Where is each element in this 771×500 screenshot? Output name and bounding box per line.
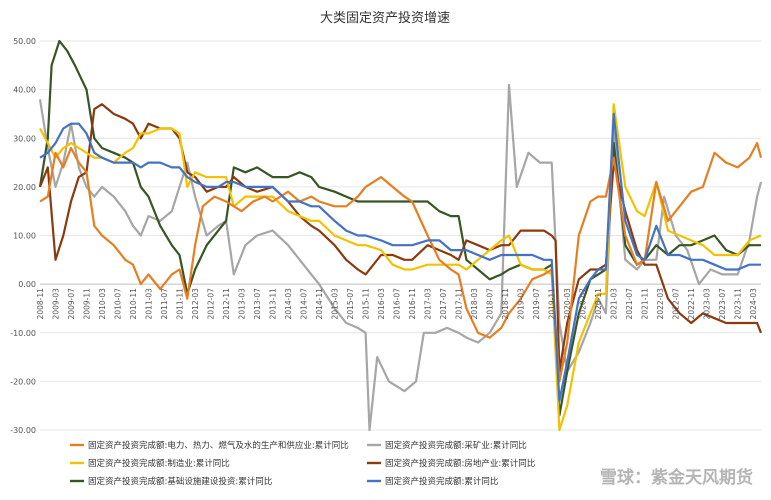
y-tick-label: -20.00 xyxy=(10,377,36,386)
x-tick-label: 2018-07 xyxy=(486,288,495,320)
x-tick-label: 2015-03 xyxy=(331,288,340,320)
x-tick-label: 2022-07 xyxy=(672,288,681,320)
x-tick-label: 2016-11 xyxy=(408,288,417,320)
x-tick-label: 2017-03 xyxy=(424,288,433,320)
series-line-2 xyxy=(39,103,762,432)
x-tick-label: 2019-03 xyxy=(517,288,526,320)
legend-label: 固定资产投资完成额:基础设施建设投资:累计同比 xyxy=(88,476,272,487)
series-line-0 xyxy=(39,142,763,383)
x-tick-label: 2012-11 xyxy=(222,288,231,320)
x-tick-label: 2019-11 xyxy=(548,288,557,320)
y-tick-label: -10.00 xyxy=(10,329,36,338)
x-tick-label: 2014-03 xyxy=(284,288,293,320)
x-tick-label: 2020-03 xyxy=(563,288,572,320)
x-axis: 2008-11 2009-03 2009-07 2009-11 2010-03 2010-… xyxy=(36,288,758,320)
x-tick-label: 2013-03 xyxy=(238,288,247,320)
watermark-text: 雪球：紫金天风期货 xyxy=(600,468,753,488)
series-line-3 xyxy=(38,103,763,373)
y-tick-label: 40.00 xyxy=(13,86,36,95)
x-tick-label: 2017-11 xyxy=(455,288,464,320)
x-tick-label: 2014-07 xyxy=(300,288,309,320)
x-tick-label: 2016-07 xyxy=(393,288,402,320)
y-tick-label: 0.00 xyxy=(18,280,36,289)
x-tick-label: 2023-03 xyxy=(703,288,712,320)
y-tick-label: 10.00 xyxy=(13,232,36,241)
x-tick-label: 2014-11 xyxy=(315,288,324,320)
x-tick-label: 2015-07 xyxy=(346,288,355,320)
x-tick-label: 2010-03 xyxy=(98,288,107,320)
legend-label: 固定资产投资完成额:累计同比 xyxy=(385,476,498,487)
y-tick-label: -30.00 xyxy=(10,426,36,435)
legend-label: 固定资产投资完成额:采矿业:累计同比 xyxy=(385,440,527,451)
x-tick-label: 2013-11 xyxy=(269,288,278,320)
x-tick-label: 2018-03 xyxy=(470,288,479,320)
gridlines xyxy=(40,40,761,431)
x-tick-label: 2024-03 xyxy=(749,288,758,320)
x-tick-label: 2022-11 xyxy=(687,288,696,320)
x-tick-label: 2010-07 xyxy=(114,288,123,320)
x-tick-label: 2023-07 xyxy=(718,288,727,320)
x-tick-label: 2018-11 xyxy=(501,288,510,320)
legend: 固定资产投资完成额:电力、热力、燃气及水的生产和供应业:累计同比 固定资产投资完成… xyxy=(70,440,535,487)
x-tick-label: 2013-07 xyxy=(253,288,262,320)
x-tick-label: 2019-07 xyxy=(532,288,541,320)
series-line-1 xyxy=(38,83,763,432)
x-tick-label: 2011-03 xyxy=(145,288,154,320)
x-tick-label: 2021-07 xyxy=(625,288,634,320)
x-tick-label: 2023-11 xyxy=(734,288,743,320)
x-tick-label: 2011-11 xyxy=(176,288,185,320)
legend-label: 固定资产投资完成额:电力、热力、燃气及水的生产和供应业:累计同比 xyxy=(88,440,349,451)
x-tick-label: 2021-03 xyxy=(610,288,619,320)
x-tick-label: 2010-11 xyxy=(129,288,138,320)
x-tick-label: 2020-07 xyxy=(579,288,588,320)
x-tick-label: 2017-07 xyxy=(439,288,448,320)
x-tick-label: 2009-11 xyxy=(83,288,92,320)
x-tick-label: 2020-11 xyxy=(594,288,603,320)
series-lines xyxy=(38,39,763,432)
x-tick-label: 2021-11 xyxy=(641,288,650,320)
chart-title: 大类固定资产投资增速 xyxy=(320,10,450,26)
legend-label: 固定资产投资完成额:房地产业:累计同比 xyxy=(385,458,535,469)
x-tick-label: 2009-07 xyxy=(67,288,76,320)
x-tick-label: 2015-11 xyxy=(362,288,371,320)
y-tick-label: 50.00 xyxy=(13,37,36,46)
x-tick-label: 2016-03 xyxy=(377,288,386,320)
x-tick-label: 2022-03 xyxy=(656,288,665,320)
x-tick-label: 2009-03 xyxy=(52,288,61,320)
y-tick-label: 30.00 xyxy=(13,134,36,143)
y-axis: -30.00 -20.00 -10.00 0.00 10.00 20.00 30.00 40.… xyxy=(10,37,36,435)
x-tick-label: 2012-03 xyxy=(191,288,200,320)
y-tick-label: 20.00 xyxy=(13,183,36,192)
series-line-5 xyxy=(39,112,761,402)
x-tick-label: 2012-07 xyxy=(207,288,216,320)
legend-label: 固定资产投资完成额:制造业:累计同比 xyxy=(88,458,230,469)
series-line-4 xyxy=(38,39,761,417)
x-tick-label: 2008-11 xyxy=(36,288,45,320)
x-tick-label: 2011-07 xyxy=(160,288,169,320)
